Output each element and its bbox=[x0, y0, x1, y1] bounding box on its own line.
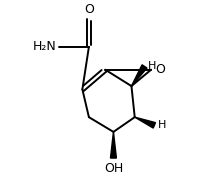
Text: OH: OH bbox=[104, 162, 123, 175]
Text: O: O bbox=[84, 3, 94, 16]
Text: H: H bbox=[158, 120, 166, 130]
Polygon shape bbox=[135, 117, 155, 128]
Text: O: O bbox=[155, 63, 165, 76]
Text: H: H bbox=[148, 61, 156, 71]
Text: H₂N: H₂N bbox=[32, 40, 56, 53]
Polygon shape bbox=[131, 65, 147, 86]
Polygon shape bbox=[111, 132, 116, 158]
